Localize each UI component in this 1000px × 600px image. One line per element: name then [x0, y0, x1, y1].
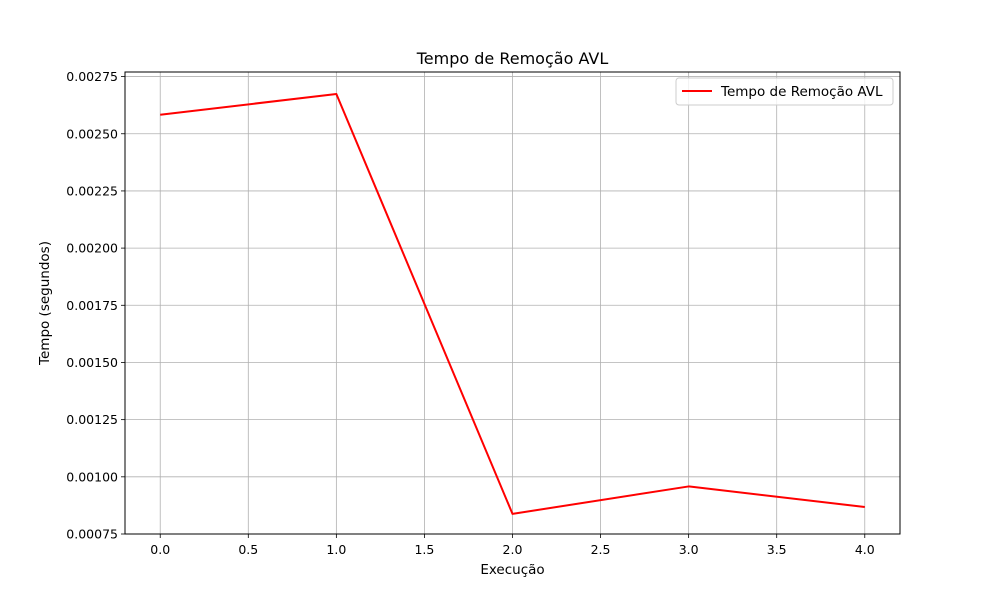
x-axis: 0.0 0.5 1.0 1.5 2.0 2.5 3.0 3.5 4.0: [150, 534, 875, 557]
y-tick-label: 0.00150: [66, 355, 118, 370]
x-tick-label: 2.5: [591, 542, 611, 557]
y-tick-label: 0.00175: [66, 298, 118, 313]
legend-box: [675, 77, 894, 106]
x-tick-label: 3.5: [767, 542, 787, 557]
x-tick-label: 2.0: [503, 542, 523, 557]
legend-label: Tempo de Remoção AVL: [720, 84, 883, 100]
series-layer: [160, 92, 865, 515]
y-tick-label: 0.00125: [66, 412, 118, 427]
y-axis-label: Tempo (segundos): [37, 241, 53, 366]
y-tick-label: 0.00200: [66, 241, 118, 256]
chart-title: Tempo de Remoção AVL: [416, 49, 609, 68]
y-tick-label: 0.00100: [66, 469, 118, 484]
y-tick-label: 0.00075: [66, 527, 118, 542]
y-tick-label: 0.00275: [66, 69, 118, 84]
x-tick-label: 0.5: [238, 542, 258, 557]
y-tick-label: 0.00250: [66, 126, 118, 141]
x-tick-label: 1.5: [414, 542, 434, 557]
x-tick-label: 0.0: [150, 542, 170, 557]
x-tick-label: 1.0: [326, 542, 346, 557]
x-tick-label: 3.0: [679, 542, 699, 557]
x-tick-label: 4.0: [855, 542, 875, 557]
y-axis: 0.00075 0.00100 0.00125 0.00150 0.00175 0.002…: [66, 69, 125, 542]
x-axis-label: Execução: [480, 562, 544, 578]
y-tick-label: 0.00225: [66, 183, 118, 198]
legend: Tempo de Remoção AVL: [675, 77, 894, 106]
